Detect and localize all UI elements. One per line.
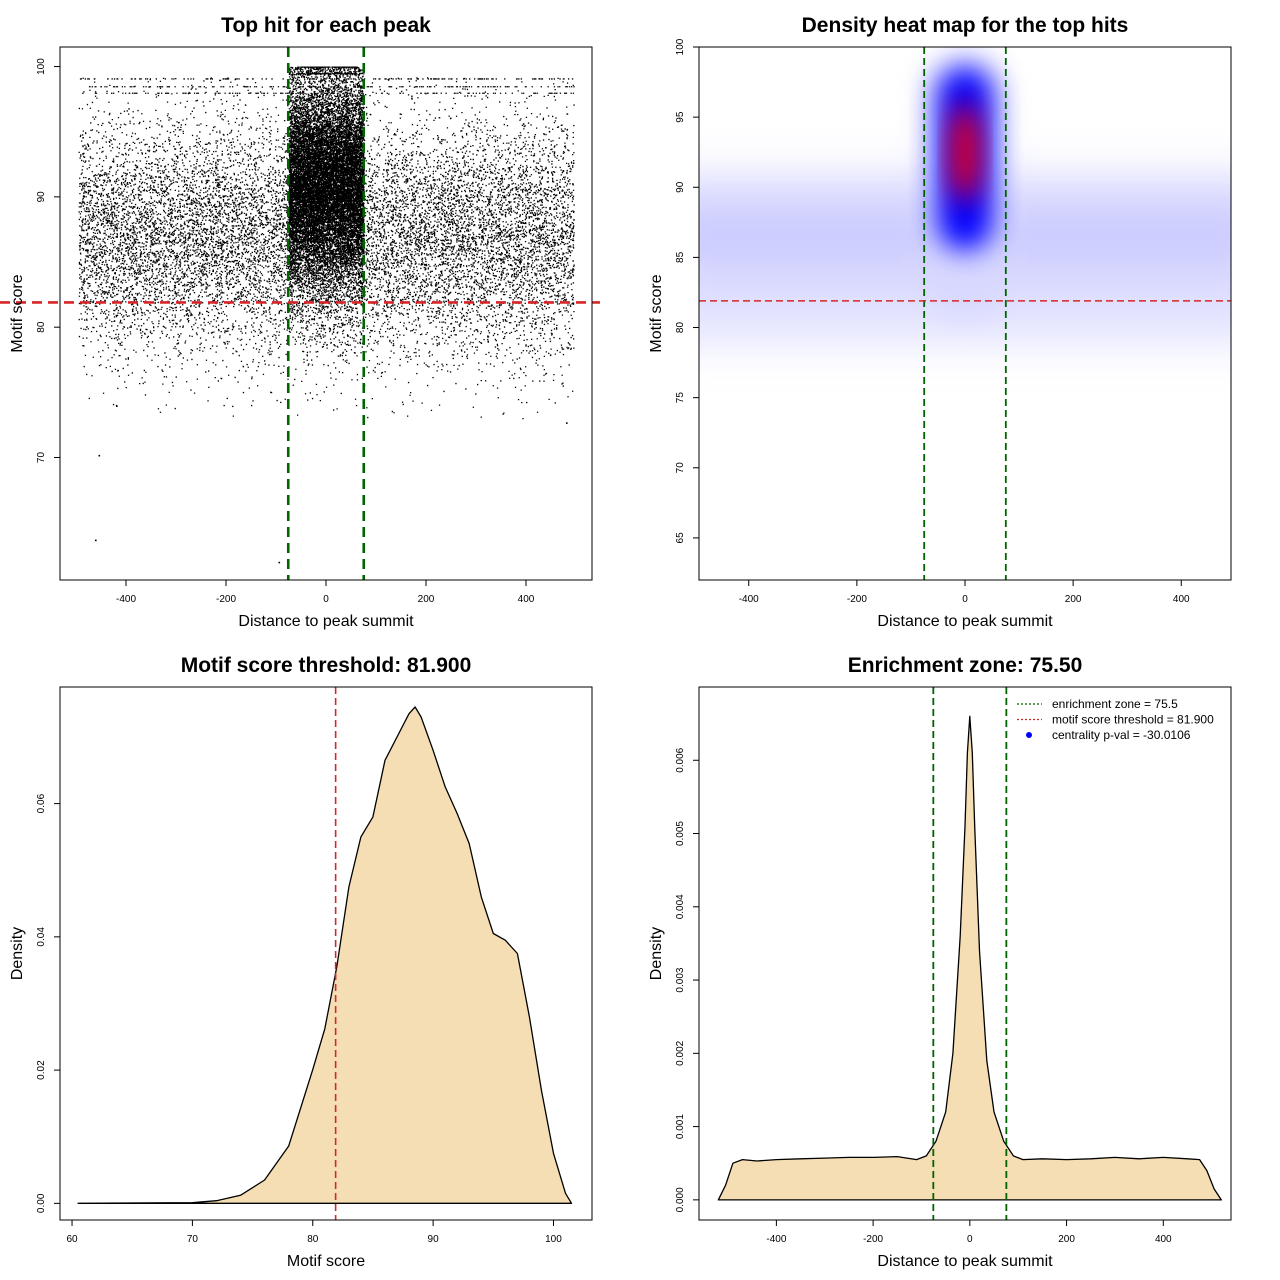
y-tick-label: 100 [675,38,686,55]
scatter-point-outlier [95,539,97,542]
x-tick-label: 0 [967,1234,973,1245]
x-tick-label: -400 [116,594,136,605]
x-axis: -400 -200 0 200 400 [766,1220,1172,1245]
y-tick-label: 70 [36,452,47,464]
y-tick-label: 0.004 [675,894,686,919]
x-tick-label: 60 [66,1234,78,1245]
chart-title: Enrichment zone: 75.50 [848,654,1083,677]
y-tick-label: 65 [675,532,686,544]
y-tick-label: 0.001 [675,1114,686,1139]
y-tick-label: 0.00 [36,1193,47,1213]
y-tick-label: 80 [36,321,47,333]
chart-title: Density heat map for the top hits [802,14,1129,37]
chart-panel-4: enrichment zone = 75.5 motif score thresh… [648,654,1232,1270]
y-tick-label: 95 [675,111,686,123]
scatter-point-outlier [566,422,568,424]
density-curve [77,706,573,1204]
x-tick-label: -400 [739,594,759,605]
y-tick-label: 70 [675,462,686,474]
x-tick-label: -200 [847,594,867,605]
y-tick-label: 100 [36,58,47,75]
x-tick-label: -200 [863,1234,883,1245]
x-tick-label: 0 [323,594,329,605]
y-axis: 0.000 0.001 0.002 0.003 0.004 0.005 0.006 [675,747,699,1212]
y-tick-label: 0.002 [675,1040,686,1065]
x-tick-label: 400 [1173,594,1190,605]
x-axis-label: Distance to peak summit [877,613,1053,630]
y-tick-label: 0.003 [675,967,686,992]
x-tick-label: 70 [187,1234,199,1245]
y-tick-label: 90 [36,191,47,203]
legend-item: centrality p-val = -30.0106 [1026,728,1191,742]
x-tick-label: 200 [1058,1234,1075,1245]
x-tick-label: 200 [1065,594,1082,605]
y-tick-label: 0.005 [675,821,686,846]
y-tick-label: 0.06 [36,793,47,813]
x-tick-label: -200 [216,594,236,605]
hotspot-red [951,102,979,203]
y-tick-label: 75 [675,392,686,404]
density-curve [717,715,1222,1201]
x-tick-label: 90 [428,1234,440,1245]
y-axis-label: Density [648,927,665,980]
legend-label: centrality p-val = -30.0106 [1052,728,1191,742]
plot-frame [698,686,1232,1221]
y-tick-label: 0.006 [675,747,686,772]
x-axis-label: Distance to peak summit [238,613,414,630]
plot-area [717,687,1222,1220]
scatter-point-outlier [278,561,281,564]
y-tick-label: 0.000 [675,1187,686,1212]
legend-item: enrichment zone = 75.5 [1017,697,1178,711]
x-tick-label: 400 [1155,1234,1172,1245]
chart-panel-3: 60 70 80 90 100 0.00 0.02 0.04 0.06 Motif score t… [9,654,593,1270]
y-tick-label: 0.02 [36,1060,47,1080]
y-tick-label: 80 [675,322,686,334]
y-tick-label: 90 [675,181,686,193]
x-axis: 60 70 80 90 100 [66,1220,562,1245]
plot-area [699,47,1231,580]
x-tick-label: 100 [545,1234,562,1245]
legend: enrichment zone = 75.5 motif score thresh… [1017,697,1214,742]
legend-label: enrichment zone = 75.5 [1052,697,1178,711]
x-tick-label: 80 [307,1234,319,1245]
y-axis: 65 70 75 80 85 90 95 100 [675,38,699,543]
plot-area [78,47,575,580]
scatter-point-outlier [98,454,101,457]
x-tick-label: 0 [962,594,968,605]
legend-dot-marker [1026,732,1032,738]
plot-frame [59,686,593,1221]
y-tick-label: 85 [675,251,686,263]
chart-panel-1: -400 -200 0 200 400 70 80 90 100 Top hit for each… [0,14,600,630]
y-axis-label: Motif score [648,274,665,352]
chart-title: Motif score threshold: 81.900 [181,654,472,677]
y-tick-label: 0.04 [36,927,47,947]
x-axis-label: Motif score [287,1253,365,1270]
y-axis: 70 80 90 100 [36,58,60,463]
plot-area [77,687,573,1220]
x-tick-label: 200 [418,594,435,605]
legend-item: motif score threshold = 81.900 [1017,713,1214,727]
y-axis-label: Motif score [9,274,26,352]
x-axis: -400 -200 0 200 400 [739,580,1190,605]
scatter-points [78,66,575,420]
y-axis-label: Density [9,927,26,980]
x-tick-label: 400 [518,594,535,605]
x-tick-label: -400 [766,1234,786,1245]
scatter-point-outlier [116,405,118,407]
y-axis: 0.00 0.02 0.04 0.06 [36,793,60,1213]
chart-title: Top hit for each peak [221,14,431,37]
chart-panel-2: -400 -200 0 200 400 65 70 75 80 85 90 95 100 Density … [648,14,1232,630]
x-axis: -400 -200 0 200 400 [116,580,535,605]
legend-label: motif score threshold = 81.900 [1052,713,1214,727]
x-axis-label: Distance to peak summit [877,1253,1053,1270]
